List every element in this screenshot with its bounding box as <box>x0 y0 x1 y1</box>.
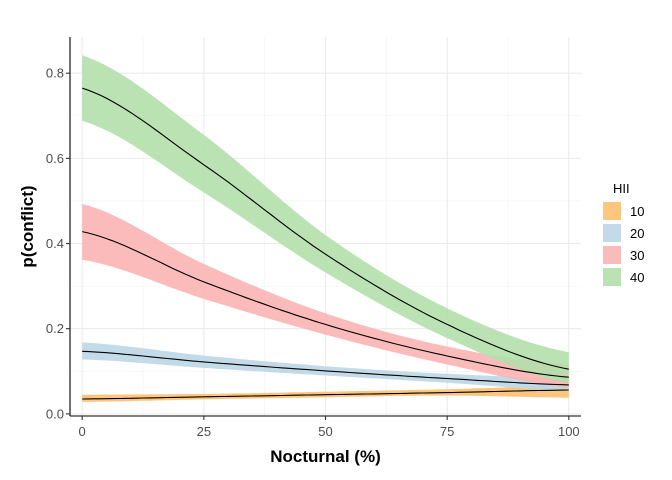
x-tick-label: 75 <box>440 424 454 439</box>
fit-line-hii-10 <box>82 389 569 400</box>
x-tick-label: 50 <box>318 424 332 439</box>
legend-label-30: 30 <box>630 248 644 263</box>
y-tick-label: 0.2 <box>46 321 64 336</box>
x-axis-title: Nocturnal (%) <box>270 447 381 466</box>
legend-key-30 <box>603 246 621 264</box>
legend: HII 10 20 30 40 <box>603 181 644 286</box>
x-tick-label: 0 <box>79 424 86 439</box>
fit-line-hii-30 <box>82 231 569 378</box>
x-ticks: 0 25 50 75 100 <box>79 416 580 439</box>
band-hii-40 <box>82 55 569 384</box>
y-tick-label: 0.0 <box>46 406 64 421</box>
legend-key-40 <box>603 268 621 286</box>
y-tick-label: 0.4 <box>46 236 64 251</box>
fit-line-hii-20 <box>82 350 569 386</box>
legend-label-10: 10 <box>630 204 644 219</box>
x-tick-label: 25 <box>197 424 211 439</box>
band-hii-10 <box>82 385 569 402</box>
y-tick-label: 0.6 <box>46 151 64 166</box>
x-tick-label: 100 <box>558 424 580 439</box>
grid <box>70 37 581 416</box>
fit-line-hii-40 <box>82 87 569 370</box>
legend-title: HII <box>613 181 630 196</box>
legend-key-10 <box>603 202 621 220</box>
legend-label-40: 40 <box>630 270 644 285</box>
y-ticks: 0.0 0.2 0.4 0.6 0.8 <box>46 66 70 421</box>
y-axis-title: p(conflict) <box>18 185 37 267</box>
y-tick-label: 0.8 <box>46 66 64 81</box>
legend-label-20: 20 <box>630 226 644 241</box>
fit-lines <box>82 87 569 400</box>
legend-key-20 <box>603 224 621 242</box>
